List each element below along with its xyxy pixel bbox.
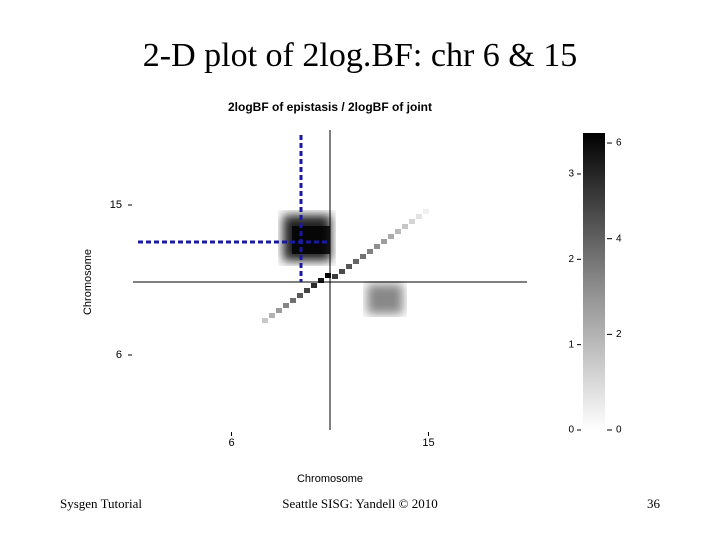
- chart-title: 2logBF of epistasis / 2logBF of joint: [228, 100, 432, 114]
- heatmap: [262, 209, 429, 323]
- diagonal-cell: [262, 318, 268, 323]
- diagonal-cell: [269, 313, 275, 318]
- heat-blob: [367, 284, 403, 314]
- colorbar: [583, 133, 605, 430]
- slide-title: 2-D plot of 2log.BF: chr 6 & 15: [143, 37, 577, 74]
- diagonal-cell: [402, 224, 408, 229]
- y-axis-label: Chromosome: [82, 249, 94, 315]
- diagonal-cell: [325, 273, 331, 278]
- footer-left: Sysgen Tutorial: [60, 496, 142, 511]
- diagonal-cell: [304, 288, 310, 293]
- heat-blob: [292, 226, 330, 254]
- axes: 6 15 6 15 0 1 2 3 0 2 4 6: [110, 138, 622, 449]
- diagonal-cell: [395, 229, 401, 234]
- colorbar-tick-label: 1: [568, 339, 574, 350]
- diagonal-cell: [318, 278, 324, 283]
- diagonal-cell: [283, 303, 289, 308]
- diagonal-cell: [311, 283, 317, 288]
- diagonal-cell: [409, 219, 415, 224]
- diagonal-cell: [332, 274, 338, 279]
- x-axis-label: Chromosome: [297, 473, 363, 485]
- diagonal-cell: [297, 293, 303, 298]
- colorbar-tick-label: 0: [568, 425, 574, 436]
- diagonal-cell: [290, 298, 296, 303]
- diagonal-cell: [360, 254, 366, 259]
- diagonal-cell: [276, 308, 282, 313]
- diagonal-cell: [388, 234, 394, 239]
- diagonal-cell: [423, 209, 429, 214]
- colorbar-tick-label: 3: [568, 169, 574, 180]
- diagonal-cell: [367, 249, 373, 254]
- y-tick-label: 15: [110, 199, 122, 211]
- x-tick-label: 6: [228, 437, 234, 449]
- diagonal-cell: [346, 264, 352, 269]
- footer-center: Seattle SISG: Yandell © 2010: [282, 496, 437, 511]
- colorbar-tick-label: 0: [616, 425, 622, 436]
- diagonal: [262, 209, 429, 323]
- diagonal-cell: [353, 259, 359, 264]
- colorbar-tick-label: 2: [568, 254, 574, 265]
- diagonal-cell: [416, 214, 422, 219]
- colorbar-tick-label: 2: [616, 329, 622, 340]
- diagonal-cell: [339, 269, 345, 274]
- diagonal-cell: [381, 239, 387, 244]
- diagonal-cell: [374, 244, 380, 249]
- colorbar-tick-label: 4: [616, 233, 622, 244]
- x-tick-label: 15: [422, 437, 434, 449]
- y-tick-label: 6: [116, 349, 122, 361]
- page-number: 36: [647, 496, 661, 511]
- colorbar-tick-label: 6: [616, 138, 622, 149]
